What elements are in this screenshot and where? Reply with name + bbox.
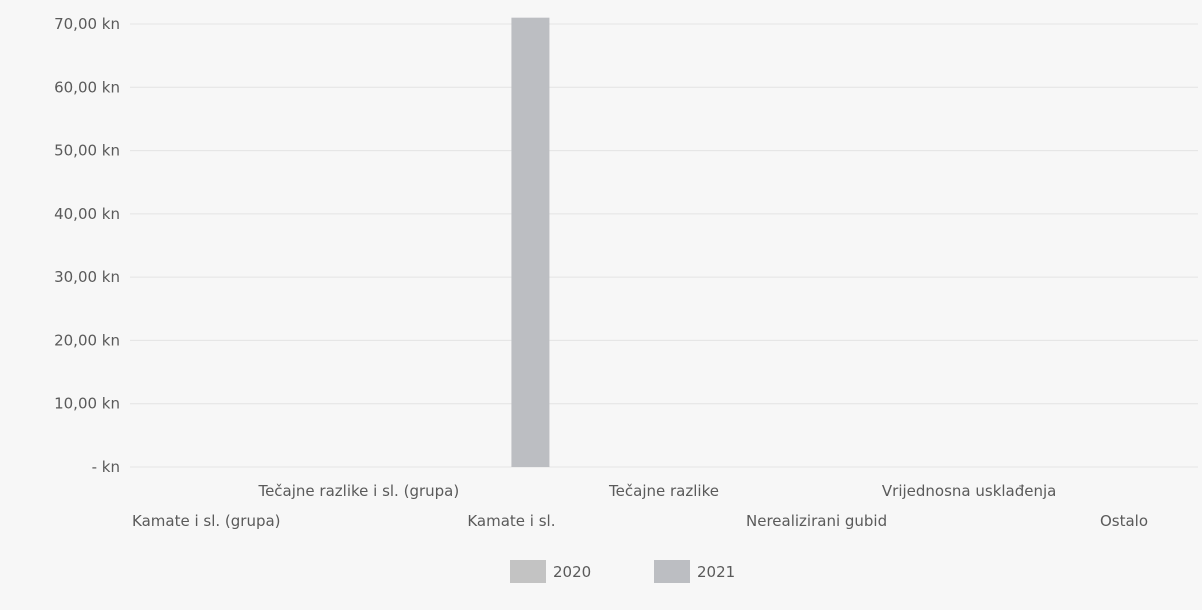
x-category-label: Nerealizirani gubid <box>746 512 887 530</box>
y-tick-label: 70,00 kn <box>54 15 120 33</box>
x-category-label: Ostalo <box>1100 512 1148 530</box>
legend-label-2020: 2020 <box>553 563 591 581</box>
bar-2021-2 <box>511 17 550 468</box>
y-tick-label: 60,00 kn <box>54 78 120 96</box>
legend-swatch-2021 <box>654 560 690 583</box>
y-tick-label: 10,00 kn <box>54 395 120 413</box>
gridlines <box>130 23 1198 468</box>
legend: 2020 2021 <box>510 560 735 583</box>
y-tick-label: 20,00 kn <box>54 331 120 349</box>
y-tick-label: - kn <box>92 458 120 476</box>
x-category-label: Vrijednosna usklađenja <box>882 482 1056 500</box>
y-tick-label: 30,00 kn <box>54 268 120 286</box>
legend-label-2021: 2021 <box>697 563 735 581</box>
x-category-label: Kamate i sl. <box>467 512 555 530</box>
y-tick-label: 50,00 kn <box>54 142 120 160</box>
x-category-label: Tečajne razlike i sl. (grupa) <box>257 482 459 500</box>
bars <box>511 17 550 468</box>
y-tick-label: 40,00 kn <box>54 205 120 223</box>
legend-swatch-2020 <box>510 560 546 583</box>
x-category-label: Kamate i sl. (grupa) <box>132 512 281 530</box>
x-axis-labels: Kamate i sl. (grupa) Tečajne razlike i sl… <box>132 482 1148 530</box>
x-category-label: Tečajne razlike <box>608 482 719 500</box>
y-axis-ticks: - kn 10,00 kn 20,00 kn 30,00 kn 40,00 kn 50,0… <box>54 15 120 476</box>
